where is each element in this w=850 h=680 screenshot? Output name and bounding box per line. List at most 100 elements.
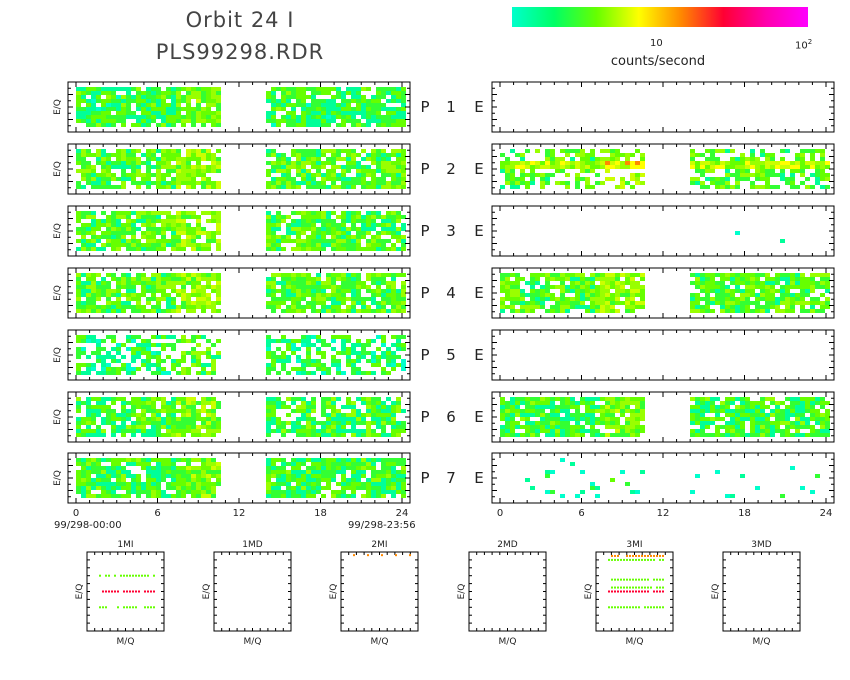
data-cell bbox=[186, 273, 191, 277]
data-cell bbox=[286, 482, 291, 486]
data-cell bbox=[276, 490, 281, 494]
data-cell bbox=[76, 355, 81, 359]
data-cell bbox=[291, 273, 296, 277]
data-cell bbox=[605, 289, 610, 293]
data-cell bbox=[735, 309, 740, 313]
data-cell bbox=[296, 149, 301, 153]
data-cell bbox=[281, 273, 286, 277]
data-cell bbox=[126, 215, 131, 219]
data-cell bbox=[111, 223, 116, 227]
data-cell bbox=[106, 285, 111, 289]
data-cell bbox=[126, 371, 131, 375]
data-cell bbox=[730, 161, 735, 165]
data-cell bbox=[371, 169, 376, 173]
data-cell bbox=[141, 115, 146, 119]
data-cell bbox=[181, 413, 186, 417]
data-cell bbox=[386, 273, 391, 277]
data-cell bbox=[311, 219, 316, 223]
data-cell bbox=[376, 223, 381, 227]
data-cell bbox=[391, 181, 396, 185]
data-cell bbox=[810, 153, 815, 157]
data-cell bbox=[306, 157, 311, 161]
data-cell bbox=[755, 285, 760, 289]
data-cell bbox=[311, 429, 316, 433]
data-cell bbox=[620, 273, 625, 277]
data-cell bbox=[371, 181, 376, 185]
data-cell bbox=[510, 173, 515, 177]
data-cell bbox=[216, 297, 221, 301]
data-cell bbox=[121, 215, 126, 219]
data-cell bbox=[146, 409, 151, 413]
data-cell bbox=[795, 153, 800, 157]
data-cell bbox=[371, 466, 376, 470]
data-cell bbox=[710, 165, 715, 169]
data-cell bbox=[795, 293, 800, 297]
data-cell bbox=[750, 181, 755, 185]
data-cell bbox=[141, 99, 146, 103]
data-cell bbox=[206, 490, 211, 494]
data-cell bbox=[136, 123, 141, 127]
data-cell bbox=[326, 297, 331, 301]
data-cell bbox=[111, 293, 116, 297]
data-cell bbox=[311, 285, 316, 289]
data-cell bbox=[391, 490, 396, 494]
data-cell bbox=[186, 277, 191, 281]
data-cell bbox=[196, 490, 201, 494]
data-cell bbox=[141, 466, 146, 470]
data-cell bbox=[810, 165, 815, 169]
data-cell bbox=[640, 305, 645, 309]
data-cell bbox=[156, 417, 161, 421]
data-cell bbox=[201, 293, 206, 297]
data-cell bbox=[96, 285, 101, 289]
data-cell bbox=[216, 482, 221, 486]
data-cell bbox=[386, 297, 391, 301]
data-cell bbox=[206, 425, 211, 429]
data-cell bbox=[595, 301, 600, 305]
data-cell bbox=[206, 273, 211, 277]
data-cell bbox=[146, 285, 151, 289]
data-cell bbox=[301, 293, 306, 297]
data-cell bbox=[81, 351, 86, 355]
data-cell bbox=[630, 297, 635, 301]
data-cell bbox=[196, 87, 201, 91]
data-cell bbox=[176, 107, 181, 111]
data-cell bbox=[151, 401, 156, 405]
data-cell bbox=[91, 119, 96, 123]
data-cell bbox=[376, 397, 381, 401]
data-cell bbox=[820, 173, 825, 177]
data-cell bbox=[585, 177, 590, 181]
data-cell bbox=[525, 413, 530, 417]
data-cell bbox=[146, 157, 151, 161]
data-cell bbox=[266, 243, 271, 247]
data-cell bbox=[121, 417, 126, 421]
data-cell bbox=[540, 409, 545, 413]
data-cell bbox=[131, 149, 136, 153]
data-cell bbox=[286, 215, 291, 219]
data-cell bbox=[321, 181, 326, 185]
data-cell bbox=[176, 103, 181, 107]
data-cell bbox=[291, 277, 296, 281]
data-cell bbox=[505, 273, 510, 277]
data-cell bbox=[560, 157, 565, 161]
data-cell bbox=[371, 119, 376, 123]
data-cell bbox=[505, 401, 510, 405]
data-cell bbox=[371, 103, 376, 107]
data-cell bbox=[780, 173, 785, 177]
data-cell bbox=[500, 277, 505, 281]
data-cell bbox=[266, 149, 271, 153]
data-cell bbox=[396, 397, 401, 401]
data-cell bbox=[206, 239, 211, 243]
data-cell bbox=[106, 181, 111, 185]
data-cell bbox=[91, 273, 96, 277]
data-cell bbox=[515, 297, 520, 301]
data-cell bbox=[381, 371, 386, 375]
data-cell bbox=[371, 95, 376, 99]
data-cell bbox=[141, 223, 146, 227]
data-cell bbox=[86, 169, 91, 173]
data-cell bbox=[271, 409, 276, 413]
data-cell bbox=[86, 339, 91, 343]
data-cell bbox=[715, 177, 720, 181]
data-cell bbox=[580, 161, 585, 165]
data-cell bbox=[291, 462, 296, 466]
data-cell bbox=[336, 413, 341, 417]
